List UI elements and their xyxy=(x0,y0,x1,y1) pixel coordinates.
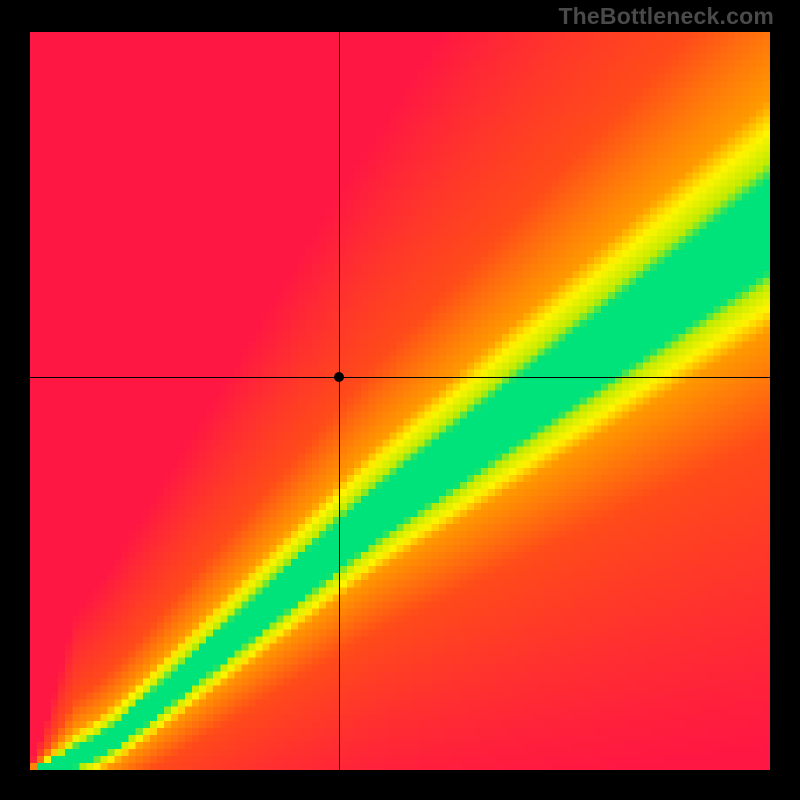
chart-container: TheBottleneck.com xyxy=(0,0,800,800)
bottleneck-heatmap xyxy=(30,32,770,770)
crosshair-vertical xyxy=(339,32,340,770)
selection-marker xyxy=(334,372,344,382)
crosshair-horizontal xyxy=(30,377,770,378)
watermark-text: TheBottleneck.com xyxy=(558,3,774,30)
